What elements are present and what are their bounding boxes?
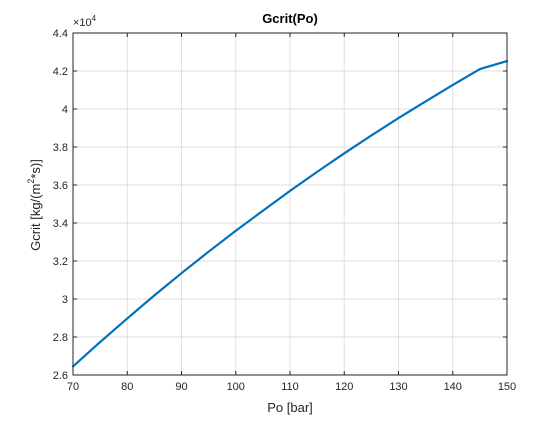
x-tick-label: 120 (335, 381, 353, 393)
x-tick-label: 150 (498, 381, 516, 393)
y-axis-label-main: Gcrit [kg/(m (28, 184, 43, 251)
x-tick-label: 70 (67, 381, 79, 393)
x-tick-label: 90 (175, 381, 187, 393)
x-axis-label: Po [bar] (267, 400, 313, 415)
y-tick-label: 3.6 (53, 180, 68, 192)
y-tick-label: 3.8 (53, 142, 68, 154)
x-axis-ticks: 70 80 90 100 110 120 130 140 150 (67, 33, 516, 393)
y-axis-label-tail: *s)] (28, 159, 43, 179)
y-tick-label: 3.2 (53, 256, 68, 268)
series-line (71, 59, 509, 368)
x-tick-label: 140 (444, 381, 462, 393)
y-tick-label: 2.6 (53, 370, 68, 382)
y-tick-label: 3.4 (53, 218, 68, 230)
chart-title: Gcrit(Po) (262, 11, 318, 26)
y-axis-label-superscript: 2 (26, 179, 36, 184)
y-tick-label: 4.2 (53, 66, 68, 78)
y-tick-label: 4 (62, 104, 68, 116)
data-series (71, 59, 509, 368)
x-tick-label: 130 (389, 381, 407, 393)
y-exponent-power: 4 (92, 14, 97, 23)
x-tick-label: 80 (121, 381, 133, 393)
y-tick-label: 2.8 (53, 332, 68, 344)
y-exponent-base: ×10 (73, 17, 92, 29)
y-axis-ticks: 2.6 2.8 3 3.2 3.4 3.6 3.8 4 4.2 4.4 (53, 28, 507, 382)
y-tick-label: 4.4 (53, 28, 68, 40)
y-axis-label: Gcrit [kg/(m2*s)] (26, 159, 43, 251)
y-exponent-label: ×104 (73, 14, 97, 29)
y-tick-label: 3 (62, 294, 68, 306)
x-tick-label: 110 (281, 381, 299, 393)
x-tick-label: 100 (227, 381, 245, 393)
